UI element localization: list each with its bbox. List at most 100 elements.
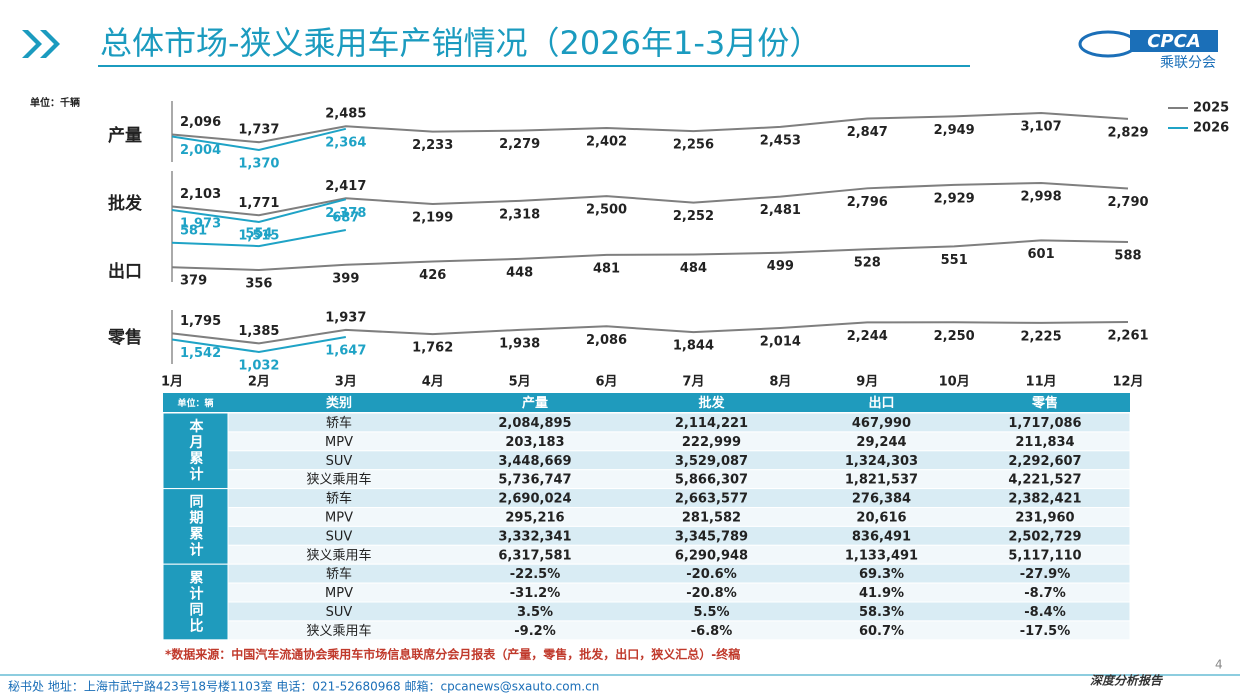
data-label: 2,417 — [325, 179, 366, 194]
data-label: 2,318 — [499, 207, 540, 222]
data-label: 481 — [593, 261, 620, 276]
data-label: 2,847 — [847, 125, 888, 140]
table-header-cell: 零售 — [1031, 395, 1058, 411]
table-cell: 2,084,895 — [498, 416, 571, 431]
table-cell: 2,382,421 — [1008, 492, 1081, 507]
series-line — [171, 336, 346, 354]
data-label: 2,261 — [1107, 329, 1148, 344]
panel-label: 批发 — [108, 193, 143, 214]
table-cell: 5,736,747 — [498, 473, 571, 488]
data-label: 2,949 — [934, 123, 975, 138]
table-cell: 3,332,341 — [498, 529, 571, 544]
data-label: 484 — [680, 261, 707, 276]
table-cell: MPV — [325, 510, 353, 525]
unit-label: 单位：千辆 — [30, 96, 80, 109]
table-cell: 60.7% — [859, 624, 904, 639]
series-line — [171, 111, 1129, 144]
data-label: 2,500 — [586, 203, 627, 218]
page-number: 4 — [1215, 658, 1223, 672]
logo-text: CPCA — [1147, 31, 1201, 52]
table-cell: 836,491 — [852, 529, 911, 544]
logo-subtext: 乘联分会 — [1160, 55, 1216, 71]
data-label: 588 — [1114, 248, 1141, 263]
data-label: 1,370 — [238, 157, 279, 172]
table-cell: 1,324,303 — [845, 454, 918, 469]
data-label: 1,737 — [238, 123, 279, 138]
data-label: 687 — [332, 211, 359, 226]
table-cell: 2,663,577 — [675, 492, 748, 507]
data-label: 2,378 — [325, 206, 366, 221]
data-label: 601 — [1028, 247, 1055, 262]
table-cell: 203,183 — [505, 435, 564, 450]
panel-label: 零售 — [107, 327, 142, 348]
table-cell: 58.3% — [859, 605, 904, 620]
data-label: 528 — [854, 256, 881, 271]
table-cell: SUV — [326, 605, 353, 620]
data-label: 2,481 — [760, 203, 801, 218]
table-cell: -27.9% — [1020, 567, 1071, 582]
table-cell: 29,244 — [856, 435, 906, 450]
series-line — [171, 127, 347, 152]
table-cell: 轿车 — [326, 415, 352, 431]
x-tick-label: 9月 — [856, 375, 878, 390]
table-cell: SUV — [326, 529, 353, 544]
data-label: 2,279 — [499, 137, 540, 152]
x-tick-label: 1月 — [161, 375, 183, 390]
table-cell: 3.5% — [517, 605, 553, 620]
data-label: 2,929 — [934, 191, 975, 206]
table-cell: 轿车 — [326, 566, 352, 582]
data-label: 2,364 — [325, 135, 366, 150]
data-label: 426 — [419, 268, 446, 283]
table-cell: 2,114,221 — [675, 416, 748, 431]
data-label: 2,086 — [586, 333, 627, 348]
legend-label: 2025 — [1193, 101, 1229, 116]
series-line — [171, 321, 1129, 345]
panel-label: 出口 — [108, 261, 142, 282]
data-label: 2,225 — [1021, 329, 1062, 344]
data-label: 1,937 — [325, 310, 366, 325]
table-cell: 狭义乘用车 — [306, 472, 371, 488]
series-line — [171, 239, 1129, 272]
table-header-cell: 出口 — [868, 395, 894, 411]
table-cell: -9.2% — [514, 624, 555, 639]
table-cell: 2,292,607 — [1008, 454, 1081, 469]
table-group-bg — [162, 412, 229, 490]
data-label: 3,107 — [1021, 120, 1062, 135]
table-group-bg — [162, 563, 229, 641]
data-label: 399 — [332, 271, 359, 286]
table-cell: 4,221,527 — [1008, 473, 1081, 488]
logo-box — [1130, 30, 1218, 52]
table-cell: 5,866,307 — [675, 473, 748, 488]
data-label: 1,795 — [180, 314, 221, 329]
x-tick-label: 10月 — [939, 375, 970, 390]
table-cell: 5.5% — [693, 605, 729, 620]
data-label: 2,796 — [847, 195, 888, 210]
table-header-cell: 单位：辆 — [177, 397, 213, 409]
table-cell: -17.5% — [1020, 624, 1071, 639]
table-cell: 3,529,087 — [675, 454, 748, 469]
table-cell: 276,384 — [852, 492, 911, 507]
data-label: 2,199 — [412, 211, 453, 226]
table-cell: 231,960 — [1015, 510, 1074, 525]
legend-label: 2026 — [1193, 121, 1229, 136]
data-label: 2,998 — [1021, 190, 1062, 205]
table-cell: 281,582 — [682, 510, 741, 525]
data-label: 2,004 — [180, 143, 221, 158]
table-cell: 6,317,581 — [498, 548, 571, 563]
table-row-bg — [227, 431, 1131, 452]
data-label: 2,402 — [586, 135, 627, 150]
data-label: 356 — [245, 277, 272, 292]
table-group-label: 累计同比 — [188, 570, 204, 634]
table-cell: 2,690,024 — [498, 492, 571, 507]
data-label: 2,014 — [760, 335, 801, 350]
table-cell: 1,133,491 — [845, 548, 918, 563]
series-line — [171, 198, 347, 224]
table-header-cell: 类别 — [326, 395, 352, 411]
table-cell: -8.4% — [1024, 605, 1065, 620]
table-cell: -31.2% — [510, 586, 561, 601]
table-header-cell: 批发 — [698, 395, 725, 411]
table-cell: -6.8% — [691, 624, 732, 639]
table-cell: 69.3% — [859, 567, 904, 582]
data-label: 379 — [180, 274, 207, 289]
